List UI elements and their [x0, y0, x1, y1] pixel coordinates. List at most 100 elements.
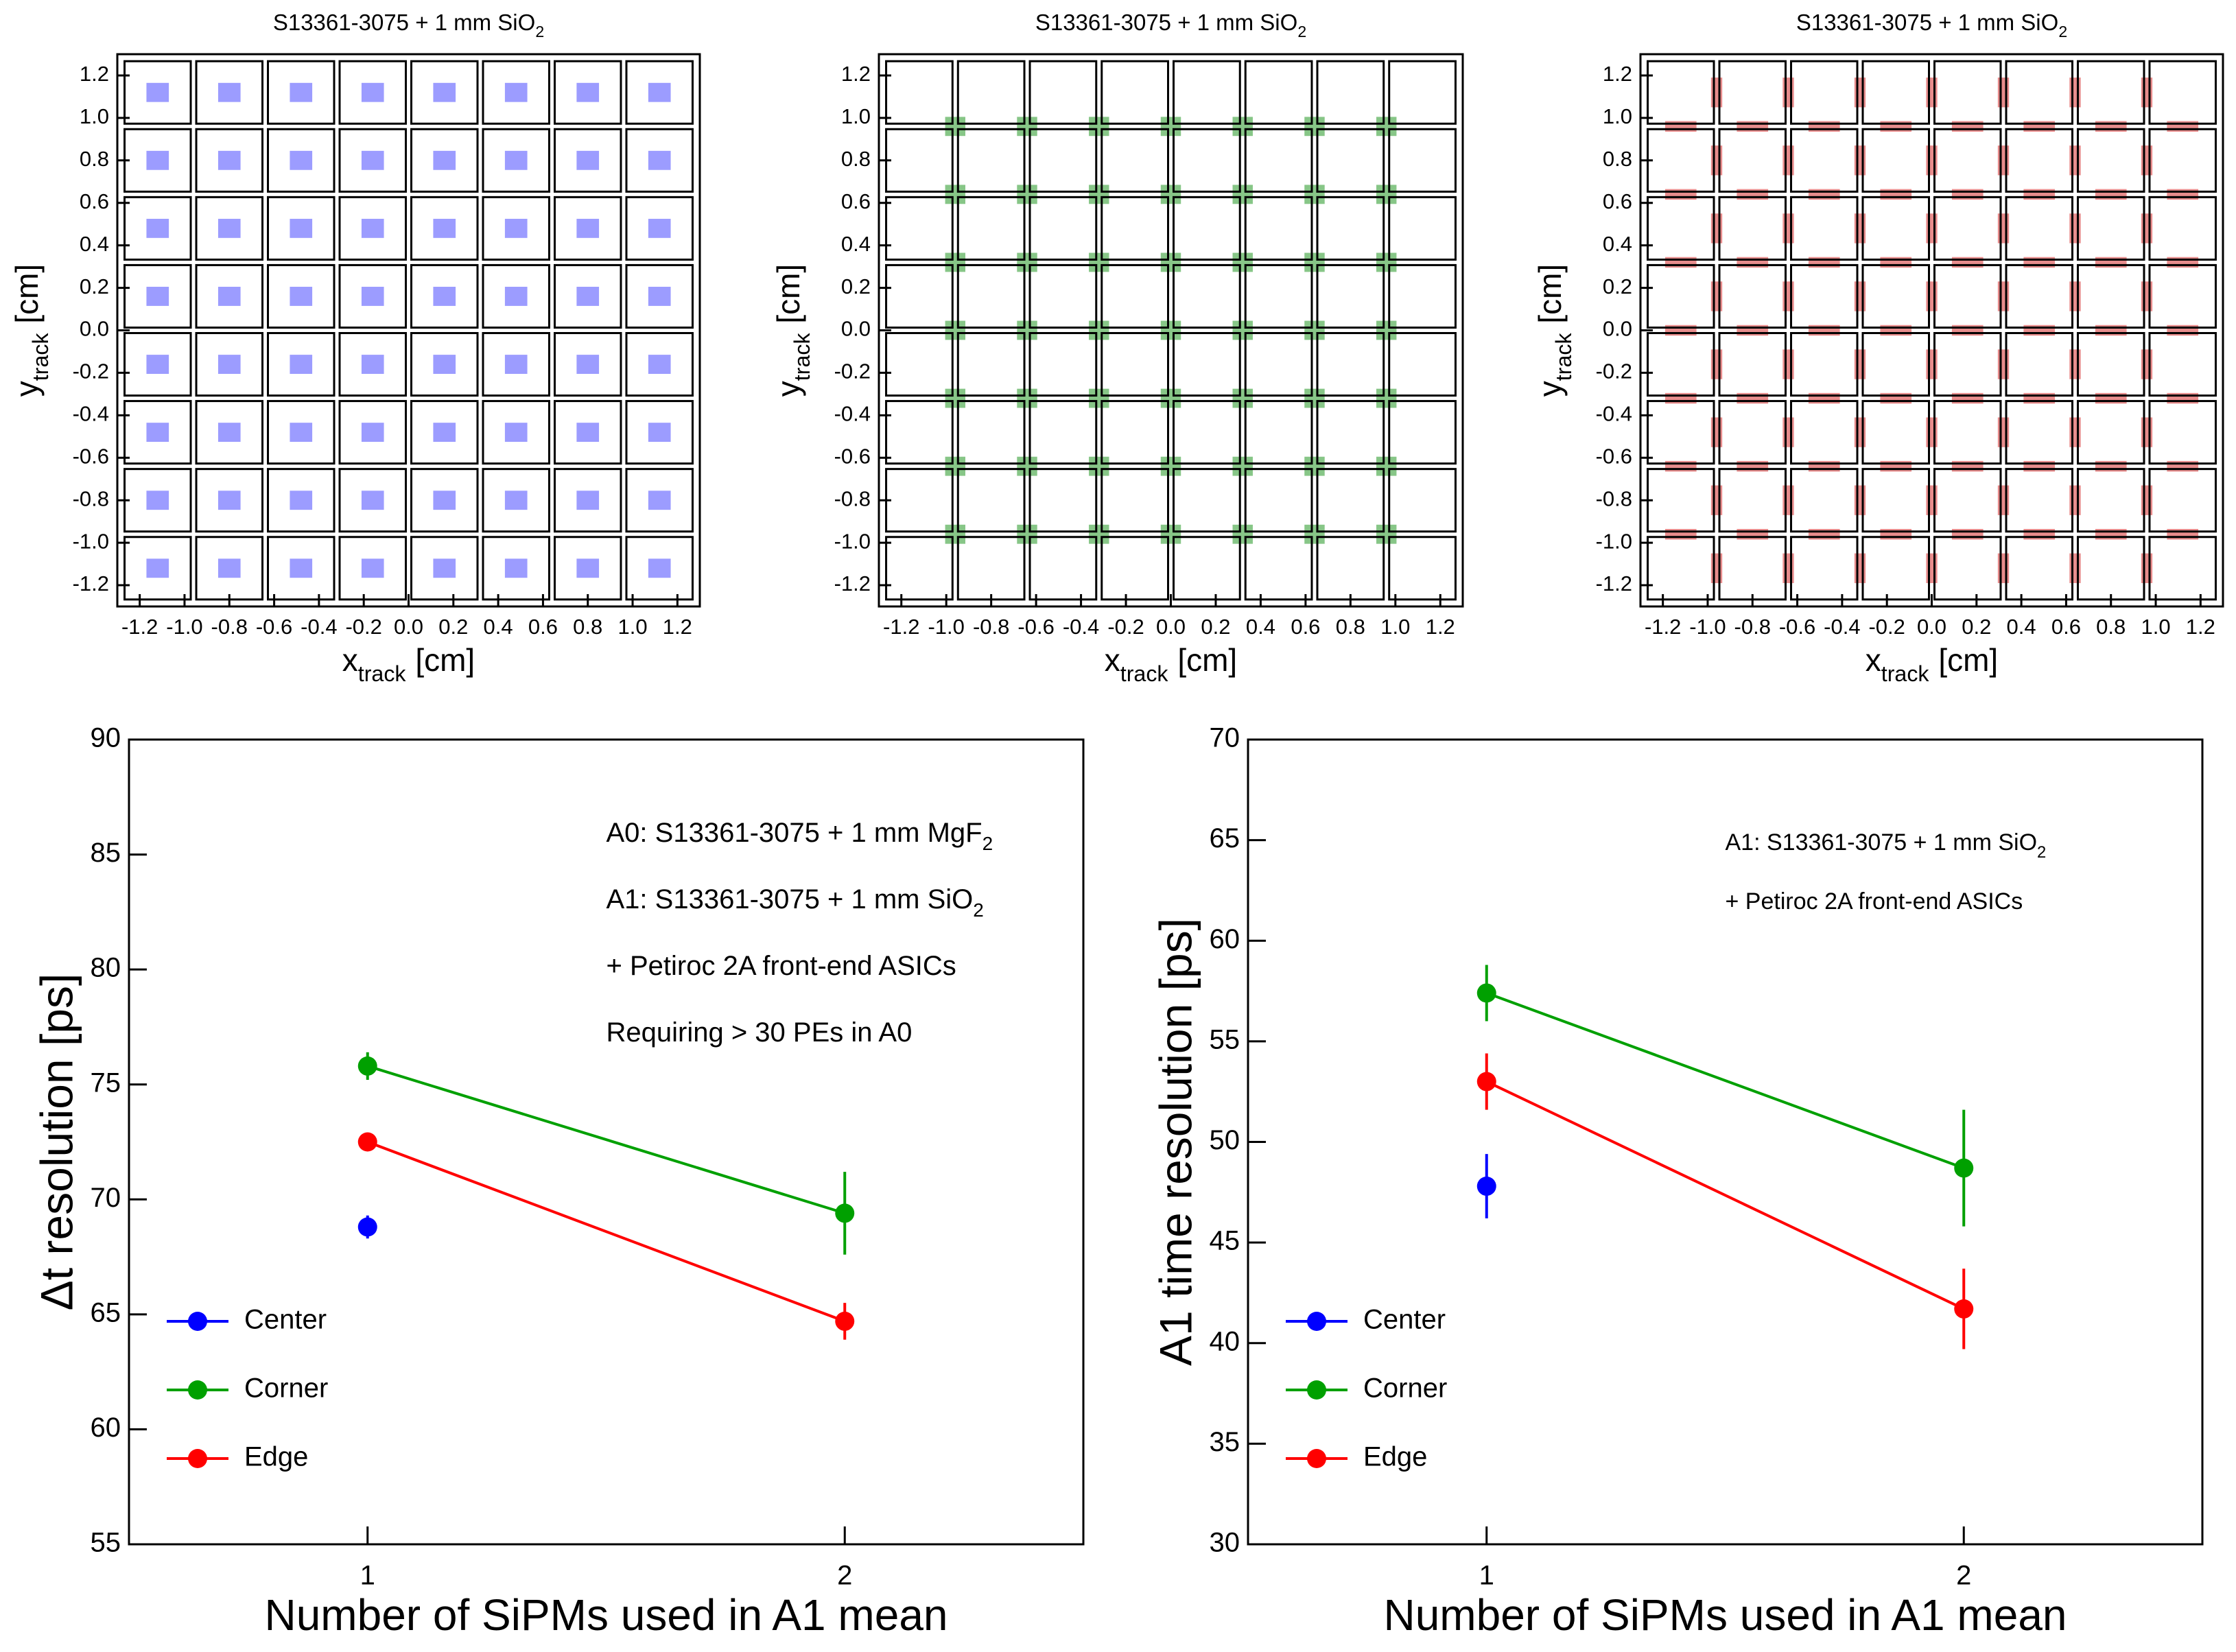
cell — [123, 196, 192, 261]
cell — [885, 536, 954, 601]
cell — [2076, 332, 2145, 397]
y-tick-label: -1.0 — [73, 529, 109, 553]
region-mark — [1997, 485, 2010, 515]
region-mark — [1926, 553, 1938, 583]
region-mark — [576, 287, 600, 306]
region-mark — [2069, 145, 2081, 176]
annotation-sub: 2 — [973, 899, 984, 921]
cell — [1790, 60, 1859, 125]
cell — [1173, 60, 1241, 125]
cell — [267, 196, 336, 261]
region-mark — [576, 355, 600, 374]
cell — [482, 332, 550, 397]
data-point — [835, 1203, 855, 1223]
data-point — [1476, 1072, 1496, 1092]
data-point — [1954, 1158, 1974, 1178]
cell — [338, 400, 407, 465]
region-mark — [504, 491, 528, 510]
cell — [1861, 400, 1931, 465]
region-mark — [361, 423, 384, 442]
y-axis-label-unit: [cm] — [770, 264, 806, 324]
x-tick-label: 0.2 — [438, 615, 468, 639]
region-mark — [648, 82, 671, 102]
x-tick-label: -0.2 — [1107, 615, 1144, 639]
cell — [1388, 468, 1457, 533]
region-mark — [1232, 456, 1253, 476]
x-axis-label-sub: track — [358, 661, 407, 686]
legend-marker — [1307, 1312, 1326, 1331]
cell — [123, 536, 192, 601]
region-mark — [648, 491, 671, 510]
cell — [2005, 400, 2073, 465]
region-mark — [2069, 553, 2081, 583]
region-mark — [433, 423, 456, 442]
cell — [1718, 332, 1787, 397]
cell — [1933, 400, 2002, 465]
region-mark — [1089, 252, 1109, 272]
cell — [1028, 400, 1098, 465]
cell — [482, 536, 550, 601]
region-mark — [648, 150, 671, 170]
cell — [267, 468, 336, 533]
cell — [1244, 536, 1313, 601]
region-mark — [504, 82, 528, 102]
cell — [885, 400, 954, 465]
cell — [1718, 400, 1787, 465]
region-mark — [290, 82, 313, 102]
cell — [482, 60, 550, 125]
cell — [1861, 60, 1931, 125]
region-mark — [1710, 78, 1723, 108]
cell — [553, 196, 622, 261]
region-mark — [1160, 320, 1181, 340]
chart-title: S13361-3075 + 1 mm SiO2 — [1035, 10, 1306, 40]
cell — [1244, 196, 1313, 261]
region-mark — [576, 150, 600, 170]
region-mark — [1782, 553, 1794, 583]
region-mark — [1376, 185, 1397, 204]
region-mark — [1782, 349, 1794, 379]
y-tick-label: 1.0 — [1603, 104, 1632, 128]
region-mark — [1854, 78, 1866, 108]
region-mark — [1304, 388, 1325, 408]
plot-frame — [128, 738, 1085, 1546]
cell — [1790, 196, 1859, 261]
x-tick-label: 1.2 — [1426, 615, 1455, 639]
region-mark — [1926, 145, 1938, 176]
region-mark — [504, 423, 528, 442]
y-tick-label: 0.2 — [841, 274, 871, 298]
cell — [1388, 60, 1457, 125]
cell — [1718, 536, 1787, 601]
region-mark — [504, 218, 528, 238]
cell — [338, 128, 407, 193]
annotation: Requiring > 30 PEs in A0 — [607, 1017, 913, 1048]
region-mark — [2141, 553, 2153, 583]
region-mark — [290, 423, 313, 442]
y-tick-label: 40 — [1210, 1326, 1240, 1356]
series-line — [1486, 991, 1964, 1170]
cell — [2148, 400, 2217, 465]
region-mark — [217, 82, 241, 102]
y-axis-label-main: y — [770, 381, 806, 397]
region-mark — [1089, 388, 1109, 408]
y-tick-label: 0.6 — [80, 189, 109, 213]
data-point — [357, 1217, 377, 1237]
region-mark — [1854, 145, 1866, 176]
cell — [885, 60, 954, 125]
region-mark — [1232, 320, 1253, 340]
data-point — [357, 1132, 377, 1152]
cell — [1244, 128, 1313, 193]
region-mark — [2069, 281, 2081, 311]
cell — [1861, 128, 1931, 193]
region-mark — [1160, 185, 1181, 204]
y-axis-label-unit: [cm] — [9, 264, 45, 324]
region-mark — [1232, 252, 1253, 272]
region-mark — [1160, 117, 1181, 137]
region-mark — [504, 287, 528, 306]
cell — [1316, 60, 1385, 125]
region-mark — [146, 150, 169, 170]
region-mark — [1710, 553, 1723, 583]
y-tick-label: -1.0 — [834, 529, 871, 553]
annotation-text: Requiring > 30 PEs in A0 — [607, 1017, 913, 1048]
y-tick-label: -0.8 — [834, 486, 871, 510]
cell — [1101, 263, 1170, 329]
